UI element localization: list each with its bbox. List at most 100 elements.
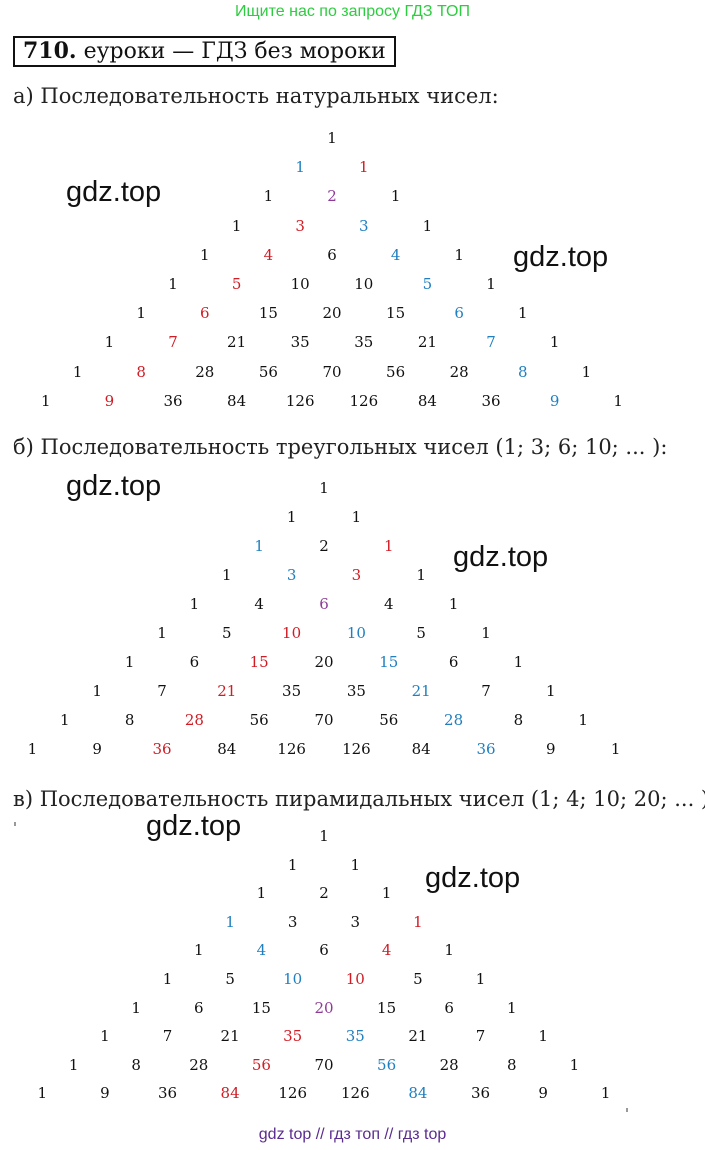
heading-triangular-numbers: б) Последовательность треугольных чисел …: [13, 435, 668, 459]
triangle-1-cell-r7-c1: 7: [168, 333, 178, 352]
triangle-1-cell-r0-c0: 1: [327, 129, 337, 147]
triangle-1-cell-r6-c5: 6: [454, 304, 464, 323]
triangle-1-cell-r8-c4: 70: [322, 362, 342, 381]
triangle-3-cell-r9-c8: 9: [538, 1084, 548, 1103]
triangle-1-cell-r9-c7: 36: [481, 391, 501, 410]
triangle-1-cell-r1-c0: 1: [295, 158, 305, 177]
triangle-1-cell-r5-c2: 10: [290, 275, 310, 293]
triangle-2-cell-r8-c1: 8: [124, 711, 135, 729]
triangle-3-cell-r7-c0: 1: [100, 1027, 110, 1046]
triangle-1-cell-r9-c0: 1: [41, 391, 51, 410]
triangle-1-cell-r6-c1: 6: [200, 304, 210, 323]
triangle-2-cell-r4-c2: 6: [319, 595, 329, 613]
triangle-3-cell-r3-c2: 3: [350, 912, 361, 931]
triangle-2-cell-r7-c7: 1: [546, 682, 556, 700]
triangle-2-cell-r9-c5: 126: [342, 740, 371, 758]
triangle-3-cell-r2-c0: 1: [256, 884, 267, 903]
triangle-2-cell-r8-c5: 56: [379, 711, 399, 729]
triangle-3-cell-r9-c3: 84: [220, 1084, 240, 1103]
triangle-2-cell-r6-c2: 15: [249, 653, 269, 671]
triangle-1-cell-r8-c8: 1: [581, 362, 592, 381]
triangle-3-cell-r9-c6: 84: [408, 1084, 428, 1103]
triangle-3-cell-r1-c0: 1: [287, 855, 298, 874]
triangle-1-cell-r5-c5: 1: [486, 275, 496, 293]
triangle-1-cell-r9-c2: 36: [163, 391, 183, 410]
triangle-3-cell-r7-c3: 35: [283, 1027, 303, 1046]
triangle-2-cell-r6-c0: 1: [124, 653, 135, 671]
triangle-3-cell-r9-c4: 126: [278, 1084, 308, 1103]
triangle-2-cell-r8-c8: 1: [578, 711, 588, 729]
triangle-1-cell-r6-c4: 15: [386, 304, 406, 323]
triangle-2-cell-r2-c1: 2: [319, 537, 329, 555]
triangle-3-cell-r9-c2: 36: [157, 1084, 178, 1103]
triangle-2-cell-r4-c3: 4: [384, 595, 394, 613]
triangle-2-cell-r8-c7: 8: [513, 711, 524, 729]
triangle-3-cell-r6-c4: 15: [377, 998, 397, 1017]
triangle-3-cell-r9-c5: 126: [340, 1084, 370, 1103]
triangle-2-cell-r9-c3: 84: [217, 740, 237, 758]
triangle-1-cell-r6-c2: 15: [258, 304, 278, 323]
triangle-2-cell-r9-c9: 1: [610, 740, 621, 758]
triangle-3-cell-r2-c1: 2: [319, 884, 329, 903]
triangle-1-cell-r4-c0: 1: [200, 245, 210, 264]
triangle-2-cell-r8-c6: 28: [444, 711, 464, 729]
triangle-2-cell-r9-c7: 36: [476, 740, 496, 758]
triangle-3-cell-r4-c0: 1: [194, 941, 204, 960]
triangle-1-cell-r7-c3: 35: [290, 333, 310, 352]
triangle-2-cell-r3-c0: 1: [222, 566, 232, 584]
triangle-1-cell-r1-c1: 1: [359, 158, 369, 177]
triangle-1-cell-r5-c1: 5: [231, 275, 242, 293]
triangle-2-cell-r6-c4: 15: [379, 653, 399, 671]
triangle-2-cell-r1-c0: 1: [286, 508, 297, 526]
triangle-3-cell-r4-c1: 4: [256, 941, 267, 960]
triangle-1-cell-r8-c1: 8: [136, 362, 146, 381]
triangle-3-cell-r8-c6: 28: [439, 1055, 459, 1074]
triangle-2-cell-r9-c0: 1: [27, 740, 38, 758]
triangle-1-cell-r5-c3: 10: [354, 275, 374, 293]
triangle-3-cell-r8-c2: 28: [189, 1055, 209, 1074]
triangle-2-cell-r6-c6: 1: [513, 653, 524, 671]
triangle-2-cell-r6-c5: 6: [448, 653, 459, 671]
footer-watermark: gdz top // гдз топ // гдз top: [258, 1126, 447, 1143]
triangle-3-cell-r4-c4: 1: [444, 941, 454, 960]
triangle-2-cell-r9-c4: 126: [277, 740, 306, 758]
triangle-1-cell-r8-c7: 8: [518, 362, 528, 381]
triangle-1-cell-r7-c5: 21: [417, 333, 437, 352]
triangle-3-cell-r3-c3: 1: [413, 912, 423, 931]
triangle-1-cell-r7-c6: 7: [486, 333, 496, 352]
scan-speck: [14, 822, 16, 826]
problem-number: 710.: [23, 38, 77, 64]
triangle-3-cell-r5-c2: 10: [283, 970, 303, 988]
triangle-3-cell-r9-c0: 1: [37, 1084, 48, 1103]
watermark: gdz.top: [513, 241, 609, 273]
triangle-2-cell-r1-c1: 1: [351, 508, 362, 526]
triangle-2-cell-r8-c0: 1: [60, 711, 70, 729]
triangle-1-cell-r4-c3: 4: [390, 245, 401, 264]
triangle-3-cell-r1-c1: 1: [350, 855, 361, 874]
triangle-2-cell-r3-c3: 1: [416, 566, 426, 584]
triangle-2-cell-r9-c6: 84: [411, 740, 431, 758]
triangle-3-cell-r6-c5: 6: [444, 998, 454, 1017]
triangle-3-cell-r0-c0: 1: [319, 827, 329, 845]
triangle-2-cell-r5-c5: 1: [481, 624, 491, 642]
triangle-3-cell-r6-c1: 6: [194, 998, 204, 1017]
triangle-3-cell-r3-c1: 3: [287, 912, 298, 931]
triangle-1-cell-r3-c0: 1: [231, 216, 242, 235]
triangle-2-cell-r7-c5: 21: [411, 682, 431, 700]
triangle-1-cell-r9-c8: 9: [549, 391, 560, 410]
triangle-3-cell-r6-c0: 1: [131, 998, 141, 1017]
triangle-2-cell-r3-c2: 3: [351, 566, 362, 584]
triangle-1-cell-r3-c1: 3: [295, 216, 305, 235]
triangle-2-cell-r8-c3: 56: [249, 711, 269, 729]
triangle-3-cell-r6-c3: 20: [314, 998, 334, 1017]
triangle-1-cell-r7-c2: 21: [227, 333, 247, 352]
triangle-2-cell-r0-c0: 1: [319, 479, 329, 497]
triangle-1-cell-r9-c1: 9: [104, 391, 115, 410]
triangle-3-cell-r8-c8: 1: [569, 1055, 580, 1074]
triangle-3-cell-r7-c1: 7: [162, 1027, 173, 1046]
triangle-1-cell-r5-c4: 5: [422, 275, 433, 293]
triangle-3-cell-r9-c1: 9: [100, 1084, 110, 1103]
triangle-3-cell-r7-c7: 1: [538, 1027, 548, 1046]
